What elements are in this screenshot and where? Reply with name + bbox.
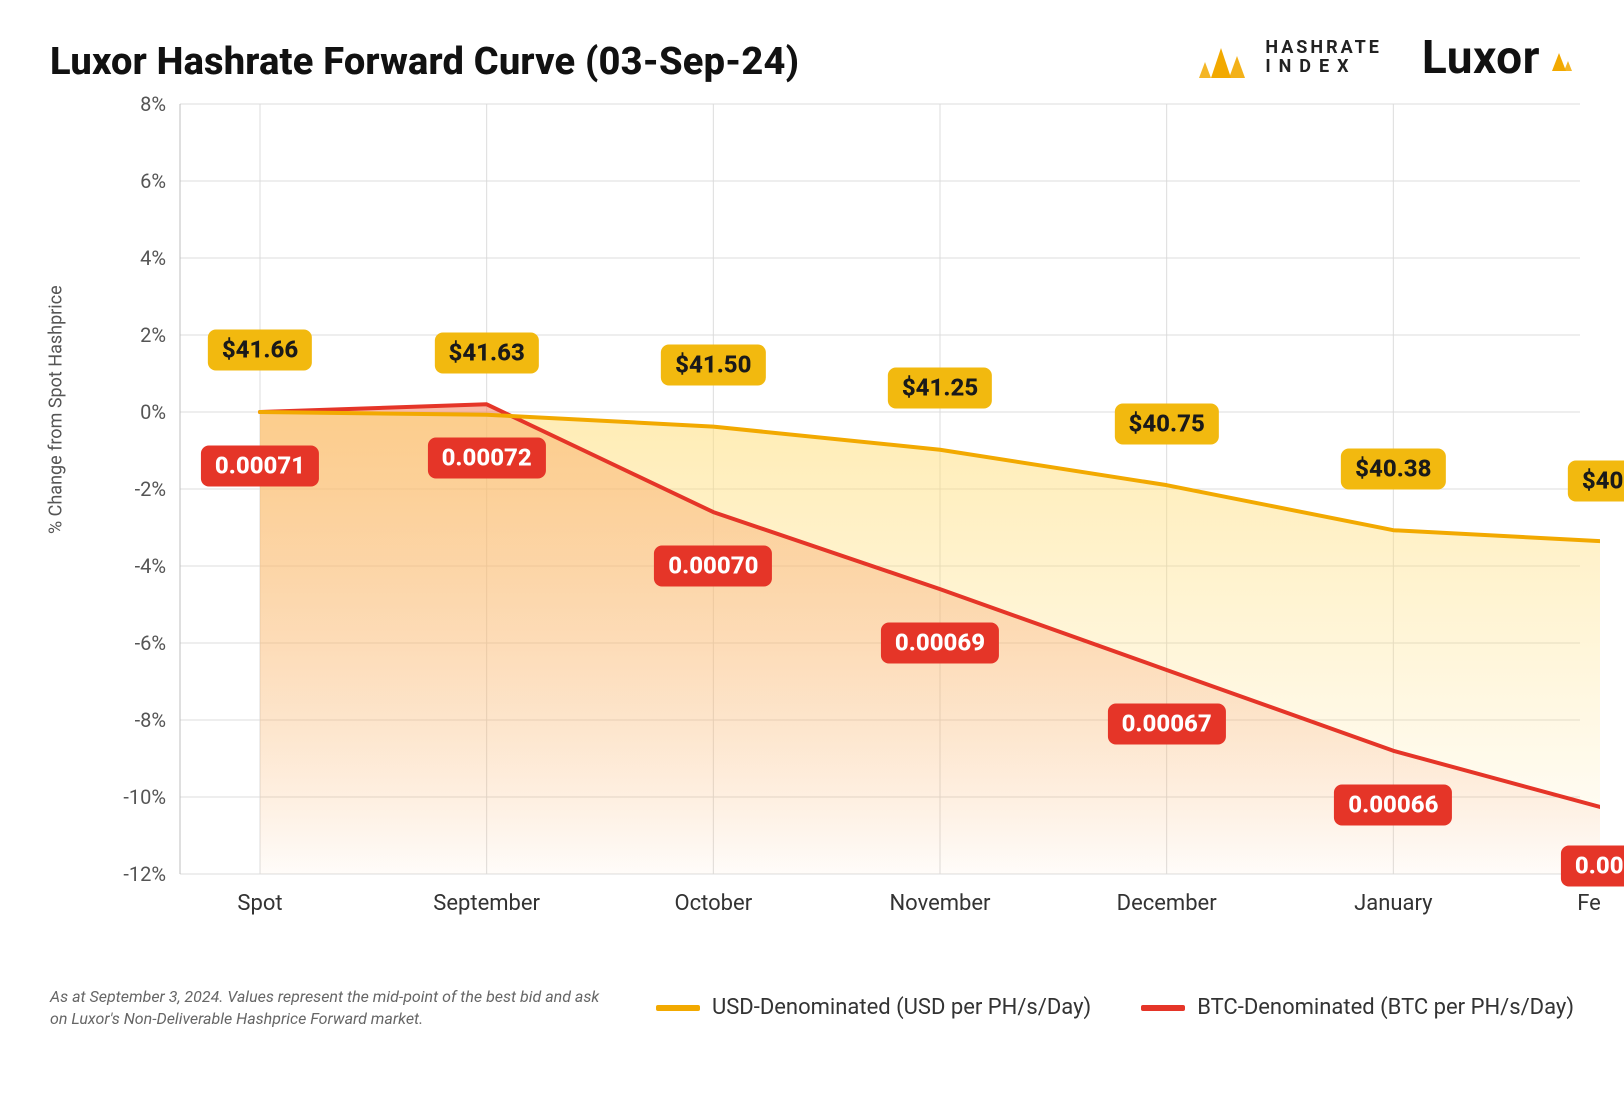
legend: USD-Denominated (USD per PH/s/Day) BTC-D… <box>656 995 1574 1020</box>
svg-text:4%: 4% <box>140 246 166 270</box>
svg-text:2%: 2% <box>140 323 166 347</box>
data-label-usd: $41.25 <box>888 368 992 409</box>
data-label-usd: $41.50 <box>661 345 765 386</box>
data-label-btc: 0.00071 <box>201 445 319 486</box>
logo-group: HASHRATE INDEX Luxor <box>1197 34 1574 82</box>
svg-text:-2%: -2% <box>135 477 166 501</box>
svg-text:0%: 0% <box>140 400 166 424</box>
chart-title: Luxor Hashrate Forward Curve (03-Sep-24) <box>50 40 799 84</box>
svg-text:September: September <box>433 891 540 916</box>
data-label-usd: $41.63 <box>435 333 539 374</box>
svg-text:8%: 8% <box>140 94 166 116</box>
hashrate-index-text: HASHRATE INDEX <box>1265 39 1382 77</box>
legend-swatch-usd <box>656 1005 700 1011</box>
data-label-btc: 0.00067 <box>1108 703 1226 744</box>
legend-swatch-btc <box>1141 1005 1185 1011</box>
svg-text:January: January <box>1354 891 1433 916</box>
svg-text:February: February <box>1577 891 1600 916</box>
chart-area: % Change from Spot Hashprice -12%-10%-8%… <box>50 94 1574 974</box>
header: Luxor Hashrate Forward Curve (03-Sep-24)… <box>50 40 1574 84</box>
data-label-btc: 0.00069 <box>881 623 999 664</box>
data-label-usd: $40.38 <box>1341 448 1445 489</box>
svg-text:-10%: -10% <box>123 785 166 809</box>
data-label-btc: 0.00066 <box>1334 784 1452 825</box>
data-label-btc: 0.00070 <box>654 546 772 587</box>
legend-label-btc: BTC-Denominated (BTC per PH/s/Day) <box>1197 995 1574 1020</box>
svg-text:-4%: -4% <box>135 554 166 578</box>
svg-text:-12%: -12% <box>123 862 166 886</box>
data-label-usd: $40.25 <box>1568 460 1624 501</box>
luxor-text: Luxor <box>1422 35 1540 81</box>
data-label-usd: $41.66 <box>208 330 312 371</box>
luxor-icon <box>1546 35 1574 81</box>
data-label-usd: $40.75 <box>1115 403 1219 444</box>
svg-text:-8%: -8% <box>135 708 166 732</box>
luxor-logo: Luxor <box>1422 35 1574 81</box>
footnote: As at September 3, 2024. Values represen… <box>50 986 610 1029</box>
svg-text:November: November <box>889 891 991 916</box>
hashrate-index-logo: HASHRATE INDEX <box>1197 34 1382 82</box>
hashrate-index-icon <box>1197 34 1251 82</box>
svg-text:-6%: -6% <box>135 631 166 655</box>
svg-text:December: December <box>1117 891 1218 916</box>
svg-text:October: October <box>675 891 753 916</box>
svg-text:Spot: Spot <box>237 891 282 916</box>
legend-item-usd: USD-Denominated (USD per PH/s/Day) <box>656 995 1091 1020</box>
data-label-btc: 0.00072 <box>428 438 546 479</box>
legend-label-usd: USD-Denominated (USD per PH/s/Day) <box>712 995 1091 1020</box>
svg-text:6%: 6% <box>140 169 166 193</box>
legend-item-btc: BTC-Denominated (BTC per PH/s/Day) <box>1141 995 1574 1020</box>
footer: As at September 3, 2024. Values represen… <box>50 986 1574 1029</box>
data-label-btc: 0.00064 <box>1561 846 1624 887</box>
